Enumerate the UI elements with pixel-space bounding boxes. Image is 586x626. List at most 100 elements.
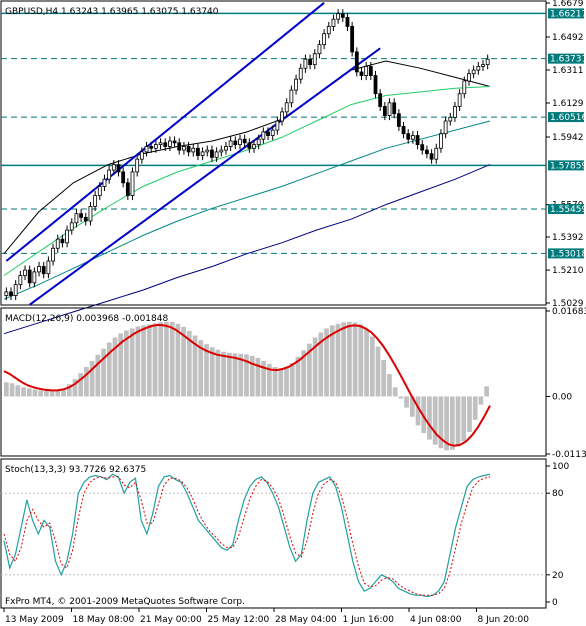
macd-pane: 0.01683 0.00 -0.01133 MACD(12,26,9) 0.0039… [0, 307, 586, 460]
candle-body [111, 164, 116, 171]
macd-histogram-bar [198, 340, 204, 397]
candle-body [266, 131, 270, 136]
price-tick-label: 1.6129 [552, 99, 584, 109]
macd-histogram-bar [72, 379, 78, 397]
macd-histogram-bar [427, 396, 432, 440]
candle-body [294, 78, 298, 91]
macd-histogram-bar [84, 367, 89, 397]
candle-body [406, 133, 411, 140]
candle-body [443, 120, 448, 135]
candle-body [317, 44, 322, 55]
macd-histogram-bar [15, 385, 21, 397]
candle-body [303, 58, 308, 69]
price-tag-label: 1.60516 [550, 113, 586, 123]
macd-histogram-bar [32, 389, 38, 397]
candle-body [116, 164, 121, 173]
candle-body [364, 66, 369, 76]
candle-body [350, 26, 355, 53]
price-tick-label: 1.6679 [552, 0, 584, 9]
candle-body [308, 58, 312, 66]
macd-histogram-bar [66, 384, 72, 397]
macd-histogram-bar [358, 324, 364, 397]
candle-body [247, 142, 252, 149]
candle-body [420, 144, 425, 151]
candle-body [476, 66, 481, 71]
macd-histogram-bar [135, 326, 141, 397]
macd-histogram-bar [278, 368, 284, 397]
candle-body [51, 247, 55, 262]
candle-body [200, 151, 205, 156]
macd-histogram-bar [21, 387, 26, 397]
macd-histogram-bar [181, 326, 186, 397]
price-tag-box [548, 160, 584, 171]
price-tick-label: 1.5210 [552, 266, 584, 276]
candle-body [284, 102, 289, 113]
macd-histogram-bar [158, 322, 164, 397]
candle-body [196, 147, 200, 156]
macd-histogram-bar [432, 396, 438, 445]
stoch-main-line [3, 473, 491, 598]
macd-histogram-bar [112, 337, 118, 397]
macd-histogram-bar [152, 323, 158, 397]
macd-histogram-bar [55, 390, 61, 397]
macd-histogram-bar [415, 396, 421, 426]
candle-body [121, 171, 126, 184]
macd-histogram-bar [215, 349, 221, 397]
price-tick-label: 1.5029 [552, 299, 584, 309]
candle-body [135, 158, 140, 173]
macd-tick-label: -0.01133 [552, 450, 586, 460]
price-tag-box [548, 112, 584, 123]
macd-histogram-bar [232, 353, 238, 397]
macd-histogram-bar [221, 351, 226, 397]
macd-histogram-bar [409, 396, 415, 417]
candle-body [238, 138, 242, 146]
macd-histogram-bar [312, 337, 318, 397]
price-tag-label: 1.53018 [550, 249, 586, 259]
macd-histogram-bar [204, 344, 209, 397]
candle-body [32, 271, 37, 284]
price-pane-title: GBPUSD,H4 1.63243 1.63965 1.63075 1.6374… [5, 7, 219, 17]
candle-body [387, 102, 392, 116]
price-tag-box [548, 53, 584, 64]
price-tag-label: 1.55459 [550, 205, 586, 215]
candle-body [9, 291, 13, 296]
candle-body [69, 222, 74, 231]
stoch-tick-label: 20 [552, 571, 564, 581]
candle-body [210, 149, 214, 158]
macd-histogram-bar [341, 322, 347, 397]
candle-body [224, 146, 228, 151]
candle-body [289, 89, 294, 104]
candle-body [93, 195, 98, 207]
candle-body [448, 116, 453, 122]
macd-histogram-bar [284, 367, 289, 397]
candle-body [130, 171, 135, 196]
price-tag-label: 1.66217 [550, 9, 586, 19]
candle-body [18, 275, 23, 286]
candle-body [97, 186, 102, 196]
stoch-pane-title: Stoch(13,3,3) 93.7726 92.6375 [5, 465, 146, 475]
candle-body [46, 260, 51, 275]
candle-body [326, 26, 331, 35]
candle-body [125, 182, 130, 196]
macd-histogram-bar [261, 360, 267, 397]
stoch-tick-label: 0 [552, 598, 558, 608]
candle-body [191, 147, 196, 153]
macd-histogram-bar [44, 390, 49, 397]
macd-signal-line [3, 323, 491, 447]
time-tick-label: 8 Jun 20:00 [478, 615, 530, 625]
macd-histogram-bar [146, 324, 152, 397]
macd-axis: 0.01683 0.00 -0.01133 [546, 307, 586, 460]
macd-histogram-bar [318, 332, 324, 397]
candle-body [4, 291, 9, 296]
macd-histogram-bar [186, 330, 192, 397]
candle-body [275, 120, 280, 131]
candle-body [163, 142, 168, 147]
macd-histogram-bar [118, 333, 124, 397]
macd-histogram-bar [369, 336, 375, 397]
price-tag-label: 1.57859 [550, 161, 586, 171]
time-axis: 13 May 2009 18 May 08:00 21 May 00:00 25 Ma… [3, 608, 530, 625]
time-tick-label: 21 May 00:00 [140, 615, 202, 625]
macd-histogram-bar [301, 350, 307, 397]
macd-histogram-bar [9, 383, 15, 397]
